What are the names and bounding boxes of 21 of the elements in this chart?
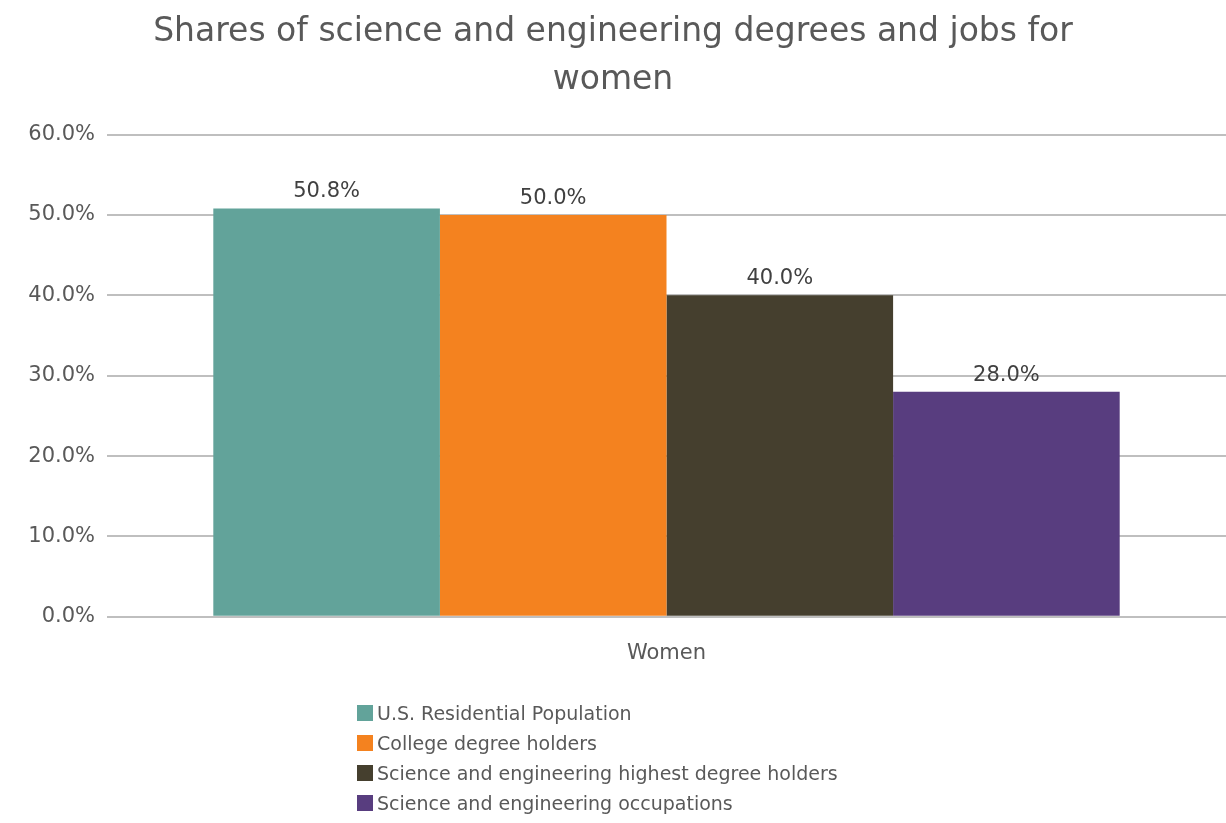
legend-label: Science and engineering occupations	[377, 792, 733, 814]
y-tick-label: 30.0%	[28, 362, 95, 387]
bar	[213, 208, 440, 616]
bar	[439, 214, 667, 616]
bar	[893, 391, 1120, 616]
y-tick-label: 40.0%	[28, 281, 95, 306]
x-tick-label: Women	[626, 639, 707, 664]
y-tick-label: 10.0%	[28, 522, 95, 547]
chart-title: Shares of science and engineering degrees and jobs for women	[152, 9, 1074, 99]
legend-label: U.S. Residential Population	[377, 702, 632, 724]
bar	[666, 295, 894, 616]
data-label: 50.8%	[293, 178, 360, 203]
data-label: 50.0%	[519, 184, 587, 209]
data-label: 40.0%	[746, 265, 814, 290]
y-tick-label: 50.0%	[28, 201, 95, 226]
y-tick-label: 20.0%	[28, 442, 95, 467]
legend-label: Science and engineering highest degree holders	[377, 762, 838, 784]
y-tick-label: 60.0%	[28, 121, 95, 146]
data-label: 28.0%	[973, 361, 1040, 386]
y-tick-label: 0.0%	[41, 603, 95, 628]
legend-label: College degree holders	[377, 732, 597, 754]
